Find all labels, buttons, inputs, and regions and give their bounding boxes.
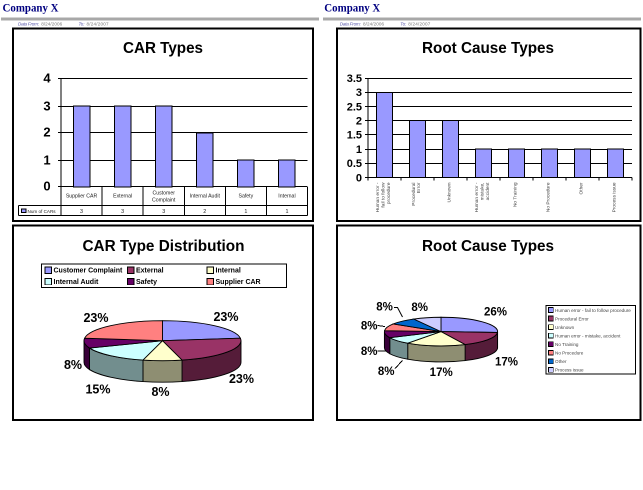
svg-text:15%: 15% bbox=[85, 383, 110, 397]
svg-text:Other: Other bbox=[555, 359, 567, 364]
svg-text:3: 3 bbox=[80, 209, 83, 215]
svg-text:2: 2 bbox=[43, 125, 50, 140]
svg-text:Other: Other bbox=[579, 182, 585, 194]
svg-text:8%: 8% bbox=[361, 346, 378, 358]
svg-text:17%: 17% bbox=[495, 356, 518, 368]
svg-text:No Training: No Training bbox=[555, 342, 579, 347]
svg-text:Num of CARs: Num of CARs bbox=[28, 209, 57, 214]
svg-text:procedure: procedure bbox=[386, 182, 392, 204]
svg-text:1: 1 bbox=[356, 144, 362, 156]
svg-text:Company X: Company X bbox=[3, 3, 60, 15]
svg-text:0: 0 bbox=[43, 179, 50, 194]
svg-text:accident: accident bbox=[485, 182, 491, 201]
svg-text:1: 1 bbox=[285, 209, 288, 215]
svg-text:Root Cause Types: Root Cause Types bbox=[422, 40, 554, 57]
svg-text:Internal: Internal bbox=[216, 268, 241, 275]
svg-text:23%: 23% bbox=[229, 372, 254, 386]
svg-text:Complaint: Complaint bbox=[152, 197, 176, 203]
svg-text:3: 3 bbox=[43, 99, 50, 114]
svg-text:mistake,: mistake, bbox=[480, 183, 486, 201]
svg-text:3: 3 bbox=[356, 87, 362, 99]
svg-text:Supplier CAR: Supplier CAR bbox=[66, 194, 98, 200]
svg-text:Error: Error bbox=[416, 182, 422, 193]
svg-text:3: 3 bbox=[121, 209, 124, 215]
svg-text:Data From:: Data From: bbox=[340, 21, 362, 26]
svg-text:Procedural: Procedural bbox=[411, 183, 417, 206]
svg-text:Data From:: Data From: bbox=[18, 21, 40, 26]
svg-text:To:: To: bbox=[400, 21, 407, 26]
svg-text:No Procedure: No Procedure bbox=[555, 351, 584, 356]
svg-text:4: 4 bbox=[43, 71, 51, 86]
svg-text:Customer Complaint: Customer Complaint bbox=[54, 268, 124, 275]
svg-text:Root Cause Types: Root Cause Types bbox=[422, 238, 554, 255]
svg-text:8/24/2007: 8/24/2007 bbox=[87, 21, 109, 26]
svg-text:Human error - fail to follow: Human error - fail to follow procedure bbox=[555, 308, 631, 313]
svg-text:0: 0 bbox=[356, 172, 362, 184]
svg-text:fail to follow: fail to follow bbox=[381, 182, 387, 208]
svg-text:Internal Audit: Internal Audit bbox=[190, 194, 221, 200]
svg-text:Safety: Safety bbox=[136, 279, 157, 286]
svg-text:Human error -: Human error - bbox=[375, 182, 381, 212]
svg-text:Safety: Safety bbox=[239, 194, 254, 200]
svg-text:Unknown: Unknown bbox=[555, 325, 575, 330]
svg-text:To:: To: bbox=[79, 21, 86, 26]
svg-text:CAR Type Distribution: CAR Type Distribution bbox=[83, 238, 245, 255]
svg-text:Internal: Internal bbox=[278, 194, 295, 200]
svg-text:3: 3 bbox=[162, 209, 165, 215]
svg-text:23%: 23% bbox=[213, 310, 238, 324]
svg-text:1: 1 bbox=[43, 153, 50, 168]
svg-text:CAR Types: CAR Types bbox=[123, 40, 203, 57]
svg-text:2: 2 bbox=[203, 209, 206, 215]
svg-text:2.5: 2.5 bbox=[347, 101, 362, 113]
svg-text:External: External bbox=[113, 194, 132, 200]
svg-text:1.5: 1.5 bbox=[347, 130, 362, 142]
svg-text:Human error - mistake, acciden: Human error - mistake, accident bbox=[555, 333, 621, 338]
svg-text:Company X: Company X bbox=[324, 3, 381, 15]
svg-text:8%: 8% bbox=[378, 366, 395, 378]
svg-text:No Procedure: No Procedure bbox=[546, 182, 552, 212]
svg-text:No Training: No Training bbox=[513, 182, 519, 207]
svg-text:Supplier CAR: Supplier CAR bbox=[216, 279, 261, 286]
svg-text:8%: 8% bbox=[361, 321, 378, 333]
svg-text:Procedural Error: Procedural Error bbox=[555, 316, 589, 321]
svg-text:Process issue: Process issue bbox=[612, 182, 618, 212]
svg-text:8%: 8% bbox=[411, 302, 428, 314]
svg-text:8/24/2006: 8/24/2006 bbox=[41, 21, 62, 26]
svg-text:Unknown: Unknown bbox=[447, 182, 453, 202]
svg-text:3.5: 3.5 bbox=[347, 73, 362, 85]
svg-text:8%: 8% bbox=[64, 358, 82, 372]
svg-text:23%: 23% bbox=[83, 311, 108, 325]
svg-text:Process issue: Process issue bbox=[555, 368, 584, 373]
svg-text:8/24/2007: 8/24/2007 bbox=[408, 21, 430, 26]
svg-text:Human error -: Human error - bbox=[474, 182, 480, 212]
svg-text:1: 1 bbox=[244, 209, 247, 215]
svg-text:2: 2 bbox=[356, 116, 362, 128]
svg-text:17%: 17% bbox=[430, 367, 453, 379]
svg-text:8%: 8% bbox=[376, 302, 393, 314]
svg-text:External: External bbox=[136, 268, 164, 275]
svg-text:Customer: Customer bbox=[152, 191, 175, 197]
svg-text:26%: 26% bbox=[484, 306, 507, 318]
svg-text:0.5: 0.5 bbox=[347, 158, 362, 170]
svg-text:8/24/2006: 8/24/2006 bbox=[363, 21, 384, 26]
svg-text:Internal Audit: Internal Audit bbox=[54, 279, 100, 286]
svg-text:8%: 8% bbox=[151, 385, 169, 399]
